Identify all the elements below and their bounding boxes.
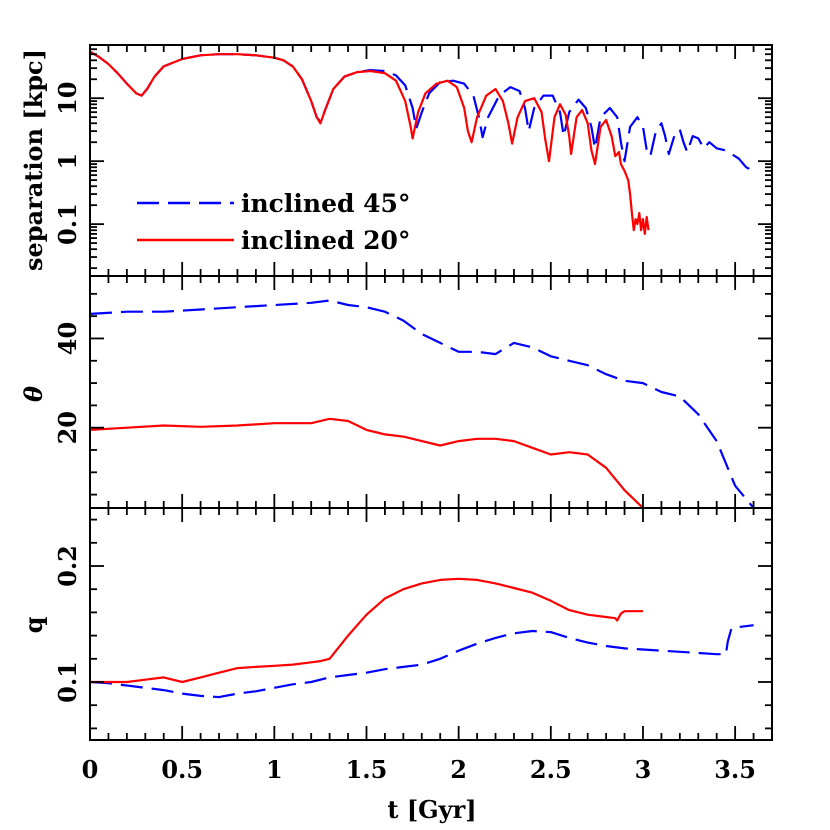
legend-label-inclined-45: inclined 45° bbox=[241, 189, 410, 218]
y-tick-label: 40 bbox=[53, 322, 82, 355]
legend-label-inclined-20: inclined 20° bbox=[241, 226, 410, 255]
y-tick-label: 0.1 bbox=[53, 661, 82, 703]
series-line-inclined-20 bbox=[90, 577, 643, 684]
middle-ylabel: θ bbox=[19, 386, 48, 402]
y-tick-label: 0.1 bbox=[53, 203, 82, 245]
separation-panel: 0.1 1 10 bbox=[53, 44, 773, 277]
bottom-ylabel: q bbox=[19, 616, 48, 633]
legend: inclined 45° inclined 20° bbox=[137, 189, 410, 255]
series-line-inclined-45 bbox=[90, 50, 755, 172]
x-tick-label: 0 bbox=[82, 755, 99, 784]
x-tick-label: 0.5 bbox=[161, 755, 203, 784]
x-tick-label: 2.5 bbox=[530, 755, 572, 784]
x-axis-title: t [Gyr] bbox=[387, 795, 476, 824]
y-tick-label: 20 bbox=[53, 411, 82, 444]
x-tick-label: 2 bbox=[450, 755, 467, 784]
series-line-inclined-45 bbox=[90, 299, 755, 508]
top-ylabel: separation [kpc] bbox=[19, 49, 48, 271]
series-line-inclined-20 bbox=[90, 50, 650, 235]
series-line-inclined-45 bbox=[90, 624, 754, 699]
q-panel: 0.1 0.2 0 0.5 1 1.5 2 2.5 3 3.5 bbox=[53, 507, 773, 784]
y-tick-label: 10 bbox=[53, 81, 82, 114]
x-tick-label: 3 bbox=[635, 755, 652, 784]
x-tick-label: 3.5 bbox=[714, 755, 756, 784]
x-tick-label: 1.5 bbox=[346, 755, 388, 784]
panel-frame bbox=[89, 507, 773, 741]
series-line-inclined-20 bbox=[90, 417, 644, 508]
x-tick-label: 1 bbox=[266, 755, 283, 784]
panel-frame bbox=[89, 44, 773, 277]
y-tick-label: 1 bbox=[53, 153, 82, 170]
y-tick-label: 0.2 bbox=[53, 545, 82, 587]
